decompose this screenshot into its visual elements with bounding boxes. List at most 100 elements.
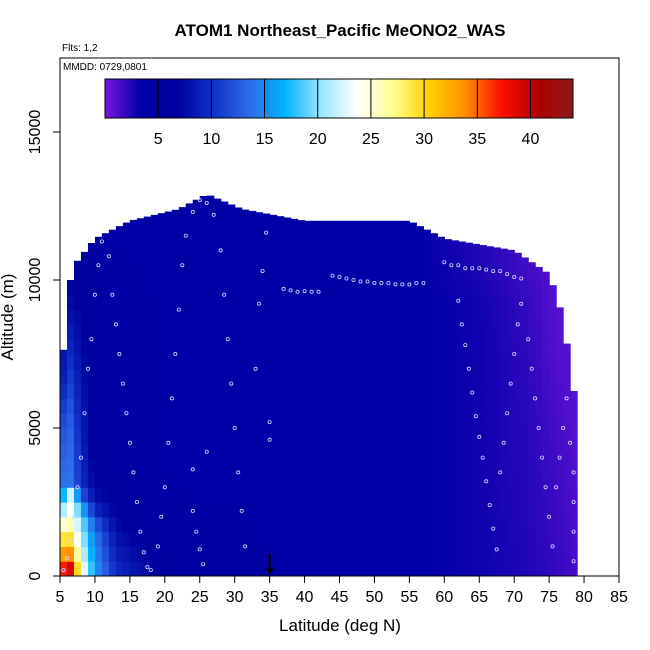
heatmap-cell bbox=[87, 265, 96, 281]
heatmap-cell bbox=[157, 339, 166, 355]
flight-track-point bbox=[197, 198, 202, 203]
heatmap-cell bbox=[234, 413, 243, 429]
heatmap-cell bbox=[360, 339, 369, 355]
heatmap-cell bbox=[479, 413, 487, 429]
heatmap-cell bbox=[556, 502, 564, 518]
heatmap-cell bbox=[500, 309, 508, 325]
flight-track-point bbox=[344, 276, 349, 281]
heatmap-cell bbox=[234, 220, 243, 237]
flight-track-point bbox=[260, 269, 265, 274]
heatmap-cell bbox=[507, 324, 515, 340]
heatmap-cell bbox=[423, 354, 431, 370]
heatmap-cell bbox=[297, 368, 306, 385]
heatmap-cell bbox=[472, 487, 480, 503]
heatmap-cell bbox=[66, 442, 75, 459]
flight-track-point bbox=[159, 514, 164, 519]
heatmap-cell bbox=[367, 428, 376, 444]
heatmap-cell bbox=[549, 383, 557, 399]
heatmap-cell bbox=[325, 354, 334, 370]
heatmap-cell bbox=[332, 324, 341, 340]
heatmap-cell bbox=[171, 502, 180, 518]
heatmap-cell bbox=[346, 398, 355, 414]
heatmap-cell bbox=[339, 561, 348, 576]
heatmap-cell bbox=[444, 309, 452, 325]
heatmap-cell bbox=[73, 428, 82, 444]
heatmap-cell bbox=[60, 383, 68, 399]
flight-track-point bbox=[466, 366, 471, 371]
heatmap-cell bbox=[507, 294, 515, 311]
flight-track-point bbox=[561, 425, 566, 430]
flight-track-point bbox=[89, 337, 94, 342]
heatmap-cell bbox=[563, 442, 571, 459]
heatmap-cell bbox=[66, 309, 75, 325]
heatmap-cell bbox=[514, 265, 522, 281]
heatmap-cell bbox=[458, 383, 466, 399]
heatmap-cell bbox=[297, 442, 306, 459]
heatmap-cell bbox=[458, 502, 466, 518]
heatmap-cell bbox=[535, 266, 543, 281]
heatmap-cell bbox=[423, 250, 431, 266]
heatmap-cell bbox=[339, 516, 348, 533]
heatmap-cell bbox=[234, 207, 243, 222]
heatmap-cell bbox=[192, 457, 201, 473]
heatmap-cell bbox=[129, 309, 138, 325]
flight-track-point bbox=[257, 301, 262, 306]
heatmap-cell bbox=[332, 383, 341, 399]
heatmap-cell bbox=[381, 472, 390, 488]
heatmap-cell bbox=[94, 546, 103, 562]
heatmap-cell bbox=[332, 472, 341, 488]
heatmap-cell bbox=[220, 502, 229, 518]
heatmap-cell bbox=[241, 368, 250, 385]
heatmap-cell bbox=[500, 265, 508, 281]
heatmap-cell bbox=[563, 343, 571, 355]
heatmap-cell bbox=[262, 516, 271, 533]
heatmap-cell bbox=[178, 428, 187, 444]
heatmap-cell bbox=[430, 442, 438, 459]
heatmap-cell bbox=[241, 250, 250, 266]
heatmap-cell bbox=[234, 235, 243, 251]
heatmap-cell bbox=[374, 428, 383, 444]
heatmap-cell bbox=[115, 235, 124, 251]
heatmap-cell bbox=[528, 265, 536, 281]
heatmap-cell bbox=[430, 428, 438, 444]
heatmap-cell bbox=[346, 457, 355, 473]
heatmap-cell bbox=[115, 324, 124, 340]
heatmap-cell bbox=[542, 354, 550, 370]
heatmap-cell bbox=[402, 339, 410, 355]
heatmap-cell bbox=[213, 339, 222, 355]
heatmap-cell bbox=[416, 368, 424, 385]
heatmap-cell bbox=[157, 280, 166, 296]
heatmap-cell bbox=[311, 413, 320, 429]
heatmap-cell bbox=[346, 561, 355, 576]
heatmap-cell bbox=[115, 413, 124, 429]
heatmap-cell bbox=[213, 354, 222, 370]
heatmap-cell bbox=[318, 472, 327, 488]
heatmap-cell bbox=[458, 472, 466, 488]
heatmap-cell bbox=[395, 413, 403, 429]
heatmap-cell bbox=[416, 442, 424, 459]
flight-track-point bbox=[180, 263, 185, 268]
heatmap-cell bbox=[248, 220, 257, 237]
heatmap-cell bbox=[437, 413, 445, 429]
heatmap-cell bbox=[206, 442, 215, 459]
heatmap-cell bbox=[570, 442, 578, 459]
heatmap-cell bbox=[472, 398, 480, 414]
heatmap-cell bbox=[570, 457, 578, 473]
heatmap-cell bbox=[241, 472, 250, 488]
heatmap-cell bbox=[73, 383, 82, 399]
heatmap-cell bbox=[164, 398, 173, 414]
flight-track-point bbox=[229, 381, 234, 386]
heatmap-cell bbox=[290, 531, 299, 547]
heatmap-cell bbox=[493, 457, 501, 473]
heatmap-cell bbox=[535, 472, 543, 488]
heatmap-cell bbox=[276, 398, 285, 414]
heatmap-cell bbox=[381, 324, 390, 340]
heatmap-cell bbox=[255, 502, 264, 518]
heatmap-cell bbox=[332, 250, 341, 266]
heatmap-cell bbox=[122, 250, 131, 266]
heatmap-cell bbox=[563, 428, 571, 444]
heatmap-cell bbox=[535, 383, 543, 399]
heatmap-cell bbox=[157, 442, 166, 459]
heatmap-cell bbox=[178, 294, 187, 311]
heatmap-cell bbox=[150, 324, 159, 340]
